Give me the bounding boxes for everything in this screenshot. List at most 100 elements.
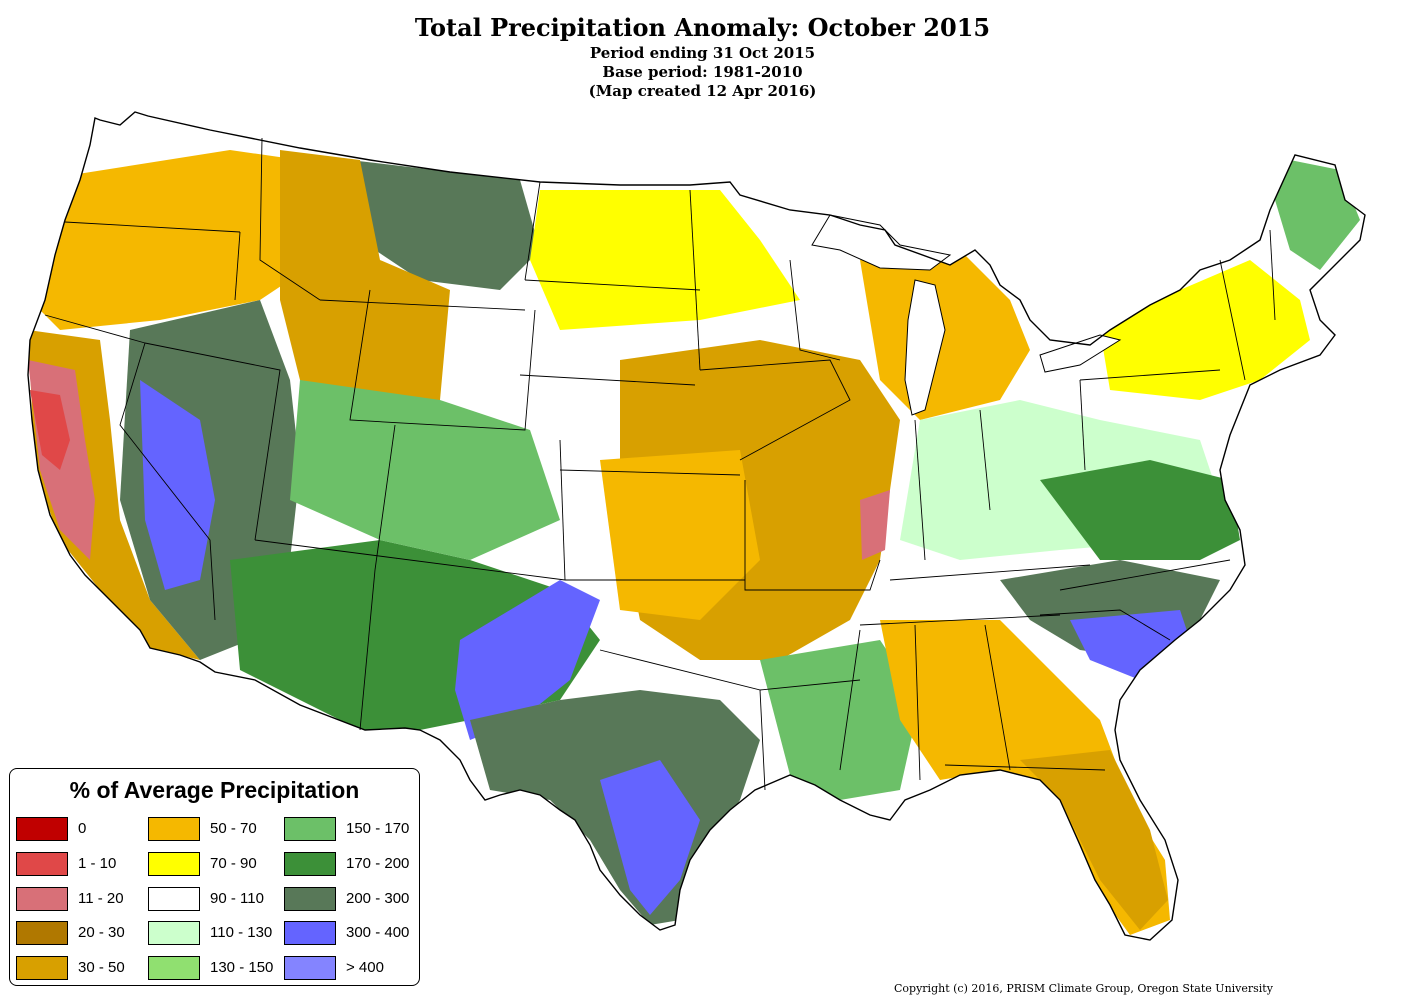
legend-swatch <box>16 852 68 876</box>
region-northeast-mixed <box>1100 260 1310 400</box>
base-period-subtitle: Base period: 1981-2010 <box>602 63 803 81</box>
period-subtitle: Period ending 31 Oct 2015 <box>589 44 816 62</box>
boundary-al-ga <box>984 624 1011 771</box>
legend-item: 70 - 90 <box>148 852 283 878</box>
boundary-wa-or <box>64 221 241 233</box>
legend-swatch <box>284 921 336 945</box>
legend-item: 0 <box>16 817 151 843</box>
legend-item: 30 - 50 <box>16 956 151 982</box>
region-illinois-very-dry <box>860 490 890 560</box>
region-northern-plains-mixed <box>530 190 800 330</box>
boundary-co-east <box>559 439 566 581</box>
boundary-la-ms <box>839 629 861 771</box>
legend-swatch <box>148 921 200 945</box>
legend-swatch <box>16 817 68 841</box>
boundary-ga-fl <box>944 764 1106 771</box>
legend-item: 200 - 300 <box>284 887 419 913</box>
region-california-extreme-dry <box>30 390 70 470</box>
boundary-four-corners <box>254 539 566 581</box>
legend-item: 110 - 130 <box>148 921 283 947</box>
boundary-id-west <box>234 231 241 301</box>
legend-label: 50 - 70 <box>210 820 257 837</box>
legend-box: % of Average Precipitation 0 1 - 10 11 -… <box>9 768 420 986</box>
region-kansas-missouri-dry <box>600 450 760 620</box>
state-boundaries <box>44 137 1276 791</box>
legend-swatch <box>148 817 200 841</box>
legend-item: 90 - 110 <box>148 887 283 913</box>
boundary-mn-west <box>689 189 701 371</box>
lake-michigan <box>904 279 946 416</box>
boundary-ca-nv <box>119 342 216 621</box>
map-title: Total Precipitation Anomaly: October 201… <box>414 13 991 42</box>
legend-label: 70 - 90 <box>210 855 257 872</box>
region-pacific-northwest-dry <box>30 150 320 330</box>
boundary-ne-ks <box>559 469 741 476</box>
region-new-mexico-very-wet <box>455 580 600 740</box>
region-idaho-wyoming-dry <box>280 150 450 410</box>
legend-swatch <box>148 956 200 980</box>
boundary-va-nc <box>1059 559 1231 591</box>
boundary-nv-ut <box>144 342 281 541</box>
legend-label: 300 - 400 <box>346 924 410 941</box>
legend-swatch <box>284 887 336 911</box>
region-upper-midwest-dry <box>860 250 1030 420</box>
legend-swatch <box>284 956 336 980</box>
boundary-tn-ky <box>889 564 1091 581</box>
boundary-mt-nd <box>524 181 541 281</box>
legend-label: 11 - 20 <box>78 890 124 907</box>
boundary-wi-mi <box>789 259 841 361</box>
boundary-new-england <box>1219 259 1246 381</box>
boundary-id-mt <box>259 137 321 301</box>
legend-label: 20 - 30 <box>78 924 125 941</box>
legend-swatch <box>148 887 200 911</box>
legend-item: 300 - 400 <box>284 921 419 947</box>
legend-label: 110 - 130 <box>210 924 273 941</box>
legend-item: 1 - 10 <box>16 852 151 878</box>
legend-swatch <box>16 887 68 911</box>
region-florida-very-dry <box>1020 750 1168 930</box>
boundary-il-in <box>914 419 926 561</box>
map-header: Total Precipitation Anomaly: October 201… <box>0 12 1405 101</box>
boundary-nd-sd <box>524 279 701 291</box>
boundary-or-ca <box>44 314 146 344</box>
region-colorado-utah-wet <box>290 380 560 560</box>
legend-label: 170 - 200 <box>346 855 410 872</box>
region-montana-wet <box>350 160 540 290</box>
legend-swatch <box>284 852 336 876</box>
legend-item: 170 - 200 <box>284 852 419 878</box>
legend-item: > 400 <box>284 956 419 982</box>
legend-item: 50 - 70 <box>148 817 283 843</box>
legend-swatch <box>148 852 200 876</box>
boundary-ut-co <box>374 424 396 571</box>
legend-item: 150 - 170 <box>284 817 419 843</box>
boundary-ar-la <box>759 679 861 691</box>
legend-label: > 400 <box>346 959 384 976</box>
boundary-in-oh <box>979 409 991 511</box>
legend-title: % of Average Precipitation <box>69 777 360 803</box>
legend-label: 130 - 150 <box>210 959 274 976</box>
legend-swatch <box>284 817 336 841</box>
region-maine-wet <box>1275 160 1360 270</box>
boundary-pa-ny <box>1079 369 1221 381</box>
boundary-mt-wy <box>319 299 526 311</box>
map-created-subtitle: (Map created 12 Apr 2016) <box>588 82 817 100</box>
legend-swatch <box>16 956 68 980</box>
lake-erie <box>1039 334 1122 373</box>
region-texas-very-wet <box>600 760 700 915</box>
boundary-mo <box>744 480 881 591</box>
region-appalachian-wet <box>1040 460 1240 560</box>
boundary-vt-nh <box>1269 229 1276 321</box>
boundary-ms-al <box>914 624 921 781</box>
legend-label: 30 - 50 <box>78 959 125 976</box>
boundary-nc-sc <box>1039 609 1171 641</box>
legend-label: 200 - 300 <box>346 890 410 907</box>
region-nevada-very-wet <box>140 380 215 590</box>
legend-item: 11 - 20 <box>16 887 151 913</box>
boundary-tn-south <box>859 614 1061 626</box>
boundary-ia <box>699 359 851 461</box>
legend-label: 150 - 170 <box>346 820 410 837</box>
boundary-wy <box>349 289 536 431</box>
boundary-oh-pa <box>1079 379 1086 471</box>
legend-label: 1 - 10 <box>78 855 117 872</box>
